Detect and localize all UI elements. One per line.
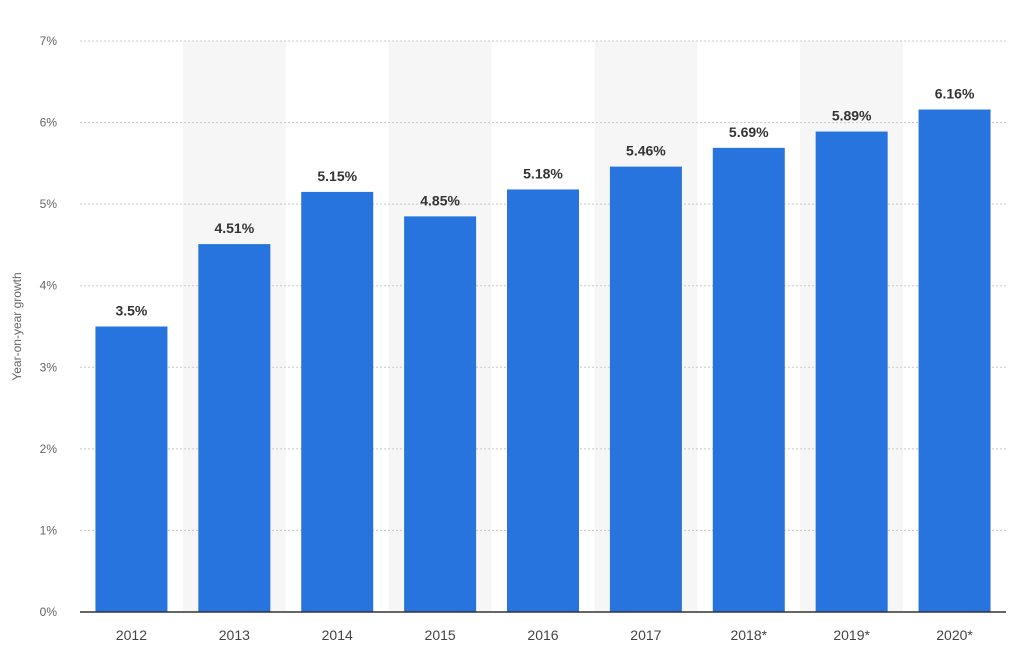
y-tick-label: 5% [40,197,58,211]
y-tick-label: 1% [40,523,58,537]
data-label: 4.85% [420,192,460,208]
x-tick-label: 2013 [219,627,250,643]
bar [609,166,682,612]
bar [918,109,991,613]
x-tick-label: 2020* [936,627,973,643]
y-tick-label: 2% [40,442,58,456]
data-label: 3.5% [115,303,147,319]
bar [815,131,888,612]
x-tick-label: 2019* [833,627,870,643]
bars [95,109,991,613]
y-tick-label: 7% [40,34,58,48]
data-label: 5.89% [832,108,872,124]
data-label: 4.51% [214,220,254,236]
data-label: 5.18% [523,165,563,181]
x-tick-label: 2017 [630,627,661,643]
data-labels: 3.5% 4.51% 5.15% 4.85% 5.18% 5.46% 5.69% 5.89% 6… [115,86,974,319]
data-label: 5.69% [729,124,769,140]
bar [301,191,374,612]
y-tick-label: 4% [40,279,58,293]
data-label: 5.15% [317,168,357,184]
bar [507,189,579,612]
bar [198,244,271,612]
x-tick-label: 2015 [425,627,456,643]
y-tick-label: 3% [40,360,58,374]
bar [95,326,168,612]
y-axis-ticks: 0% 1% 2% 3% 4% 5% 6% 7% [40,34,58,619]
data-label: 6.16% [935,86,975,102]
y-axis-label: Year-on-year growth [10,272,24,380]
data-label: 5.46% [626,143,666,159]
bar [712,147,785,612]
bar [404,216,477,612]
y-tick-label: 6% [40,116,58,130]
x-tick-label: 2014 [322,627,353,643]
x-axis-ticks: 2012 2013 2014 2015 2016 2017 2018* 2019* 2020* [116,627,974,643]
x-tick-label: 2012 [116,627,147,643]
x-tick-label: 2016 [527,627,558,643]
y-tick-label: 0% [40,605,58,619]
x-tick-label: 2018* [730,627,767,643]
